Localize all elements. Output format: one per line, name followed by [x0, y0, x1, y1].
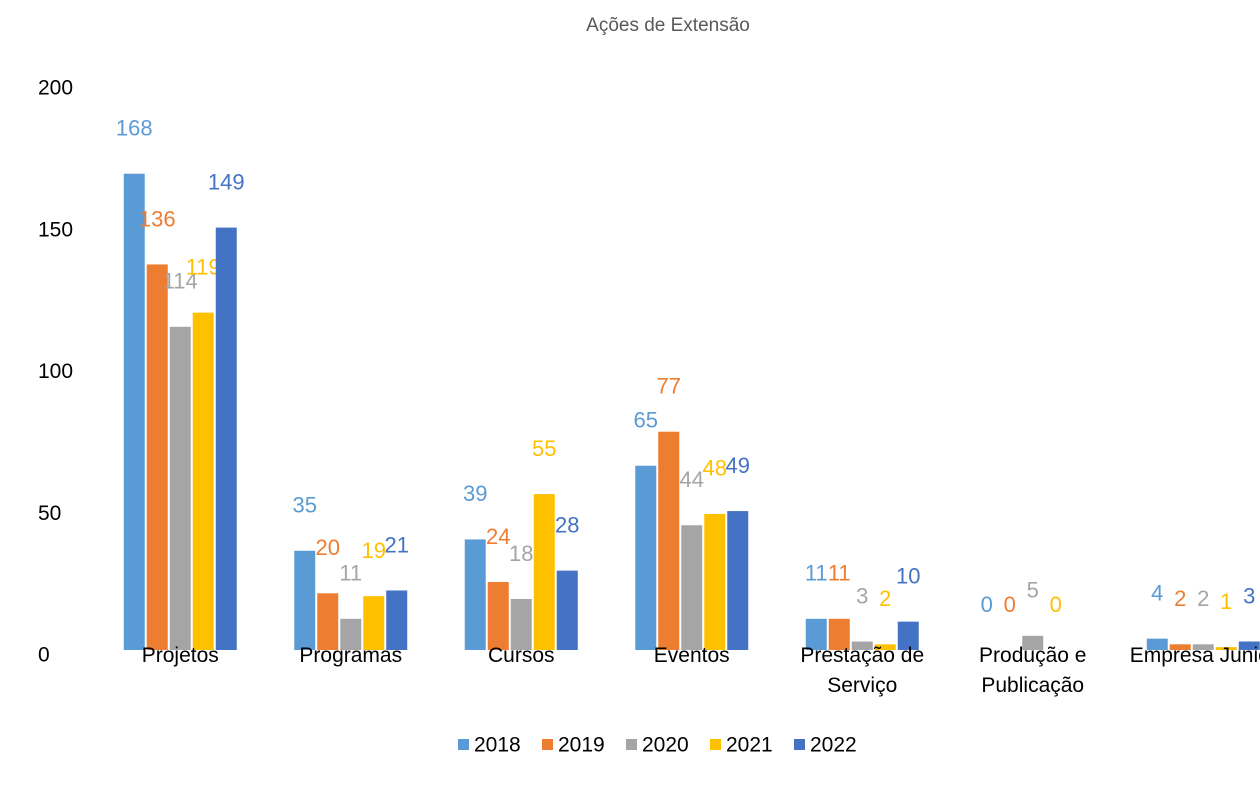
legend-label: 2019 — [558, 734, 605, 757]
bar — [340, 618, 362, 650]
data-label: 136 — [139, 206, 176, 231]
legend-marker — [794, 739, 805, 750]
bar — [533, 494, 555, 650]
bar — [897, 621, 919, 650]
y-tick-label: 50 — [38, 502, 61, 525]
bar — [851, 641, 873, 650]
bar — [704, 513, 726, 650]
bar — [1169, 644, 1191, 650]
legend-marker — [626, 739, 637, 750]
bar — [1192, 644, 1214, 650]
bar — [556, 570, 578, 650]
bar — [386, 590, 408, 650]
data-label: 2 — [1174, 586, 1186, 611]
data-label: 2 — [1197, 586, 1209, 611]
x-tick-label: Projetos — [141, 644, 219, 667]
y-tick-label: 0 — [38, 644, 50, 667]
legend-marker — [542, 739, 553, 750]
data-label: 65 — [634, 408, 658, 433]
x-tick-label: Prestação de Serviço — [800, 644, 925, 697]
data-label: 11 — [828, 561, 851, 586]
data-label: 19 — [362, 538, 386, 563]
data-label: 0 — [1004, 592, 1016, 617]
bar — [828, 618, 850, 650]
data-label: 55 — [532, 436, 556, 461]
bar — [317, 593, 339, 650]
legend-label: 2021 — [726, 734, 773, 757]
data-label: 2 — [879, 586, 891, 611]
legend-marker — [458, 739, 469, 750]
legend-label: 2018 — [474, 734, 521, 757]
bar — [681, 525, 703, 650]
bar — [123, 173, 145, 650]
data-label: 149 — [208, 169, 245, 194]
data-label: 48 — [703, 456, 727, 481]
data-label: 11 — [805, 561, 828, 586]
x-tick-label: Produção e Publicação — [979, 644, 1087, 697]
data-label: 119 — [186, 254, 221, 279]
data-label: 24 — [486, 524, 510, 549]
x-tick-label: Empresa Junior — [1129, 644, 1260, 667]
data-label: 28 — [555, 512, 579, 537]
bar — [658, 431, 680, 650]
data-label: 10 — [896, 563, 920, 588]
y-tick-label: 200 — [38, 77, 73, 100]
data-label: 77 — [657, 374, 681, 399]
x-tick-label: Eventos — [653, 644, 730, 667]
bar — [727, 511, 749, 650]
data-label: 1 — [1220, 589, 1232, 614]
legend-label: 2020 — [642, 734, 689, 757]
y-tick-label: 150 — [38, 218, 73, 241]
bar — [1215, 647, 1237, 650]
data-label: 11 — [339, 561, 362, 586]
bar — [363, 596, 385, 650]
bar — [294, 550, 316, 650]
bar — [487, 581, 509, 650]
bar — [1146, 638, 1168, 650]
bar — [1238, 641, 1260, 650]
data-label: 5 — [1027, 578, 1039, 603]
bar — [146, 264, 168, 650]
y-tick-label: 100 — [38, 360, 73, 383]
bar — [874, 644, 896, 650]
data-label: 4 — [1151, 580, 1163, 605]
data-label: 114 — [163, 269, 198, 294]
data-label: 18 — [509, 541, 533, 566]
chart-title: Ações de Extensão — [586, 15, 750, 36]
bar — [510, 598, 532, 650]
bar — [169, 326, 191, 650]
data-label: 168 — [116, 116, 153, 141]
data-label: 3 — [1243, 583, 1255, 608]
data-label: 20 — [316, 535, 340, 560]
bar — [805, 618, 827, 650]
bar — [635, 465, 657, 650]
data-label: 39 — [463, 481, 487, 506]
data-label: 0 — [1050, 592, 1062, 617]
legend-label: 2022 — [810, 734, 857, 757]
bar — [215, 227, 237, 650]
data-label: 49 — [726, 453, 750, 478]
data-label: 35 — [293, 493, 317, 518]
bar — [1022, 635, 1044, 650]
data-label: 21 — [385, 532, 409, 557]
bar — [192, 312, 214, 650]
x-tick-label: Cursos — [487, 644, 555, 667]
x-tick-label: Programas — [299, 644, 403, 667]
legend-marker — [710, 739, 721, 750]
data-label: 0 — [981, 592, 993, 617]
data-label: 44 — [680, 467, 704, 492]
data-label: 3 — [856, 583, 868, 608]
bar — [464, 539, 486, 650]
